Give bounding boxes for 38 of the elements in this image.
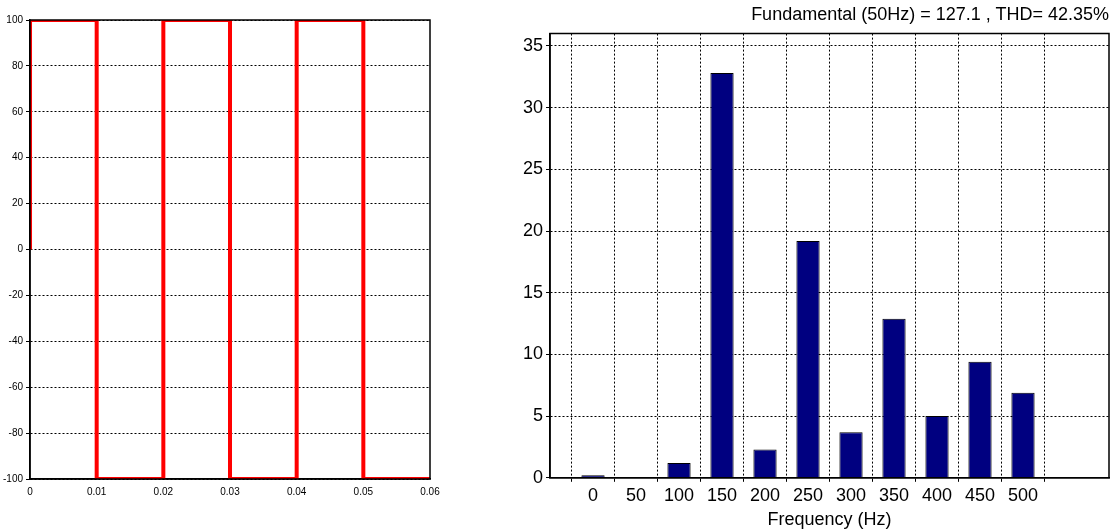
x-tick-label: 50	[626, 484, 647, 505]
x-tick-label: 250	[792, 484, 824, 505]
x-tick-label: 200	[749, 484, 781, 505]
x-tick-label: 0.05	[353, 485, 374, 497]
x-tick-label: 350	[878, 484, 910, 505]
y-tick-label: -60	[8, 380, 24, 392]
y-tick-label: 15	[522, 281, 544, 302]
y-tick-label: -100	[3, 472, 24, 484]
y-tick-label: 40	[11, 151, 24, 163]
y-tick-label: 0	[17, 243, 24, 255]
y-tick-label: 100	[6, 13, 24, 25]
x-tick-label: 0.03	[220, 485, 241, 497]
chart-title: Fundamental (50Hz) = 127.1 , THD= 42.35%	[751, 3, 1109, 24]
x-tick-label: 0.02	[153, 485, 174, 497]
y-tick-label: 30	[522, 96, 544, 117]
x-tick-label: 0.04	[286, 485, 307, 497]
y-tick-label: 25	[522, 158, 544, 179]
x-tick-label: 300	[835, 484, 867, 505]
y-tick-label: 5	[533, 405, 544, 426]
y-tick-label: 20	[522, 219, 544, 240]
x-tick-label: 450	[964, 484, 996, 505]
x-tick-label: 0.06	[420, 485, 441, 497]
y-tick-label: 10	[522, 343, 544, 364]
y-tick-label: 60	[11, 105, 24, 117]
x-tick-label: 0	[27, 485, 34, 497]
x-tick-label: 0.01	[86, 485, 107, 497]
x-tick-label: 0	[588, 484, 599, 505]
x-tick-label: 150	[706, 484, 738, 505]
x-axis-title: Frequency (Hz)	[767, 509, 892, 530]
x-tick-label: 500	[1007, 484, 1039, 505]
y-tick-label: 35	[522, 34, 544, 55]
y-tick-label: 80	[11, 59, 24, 71]
y-tick-label: -80	[8, 426, 24, 438]
x-tick-label: 100	[663, 484, 695, 505]
y-tick-label: 20	[11, 197, 24, 209]
x-tick-label: 400	[921, 484, 953, 505]
y-tick-label: -20	[8, 289, 24, 301]
y-tick-label: -40	[8, 335, 24, 347]
